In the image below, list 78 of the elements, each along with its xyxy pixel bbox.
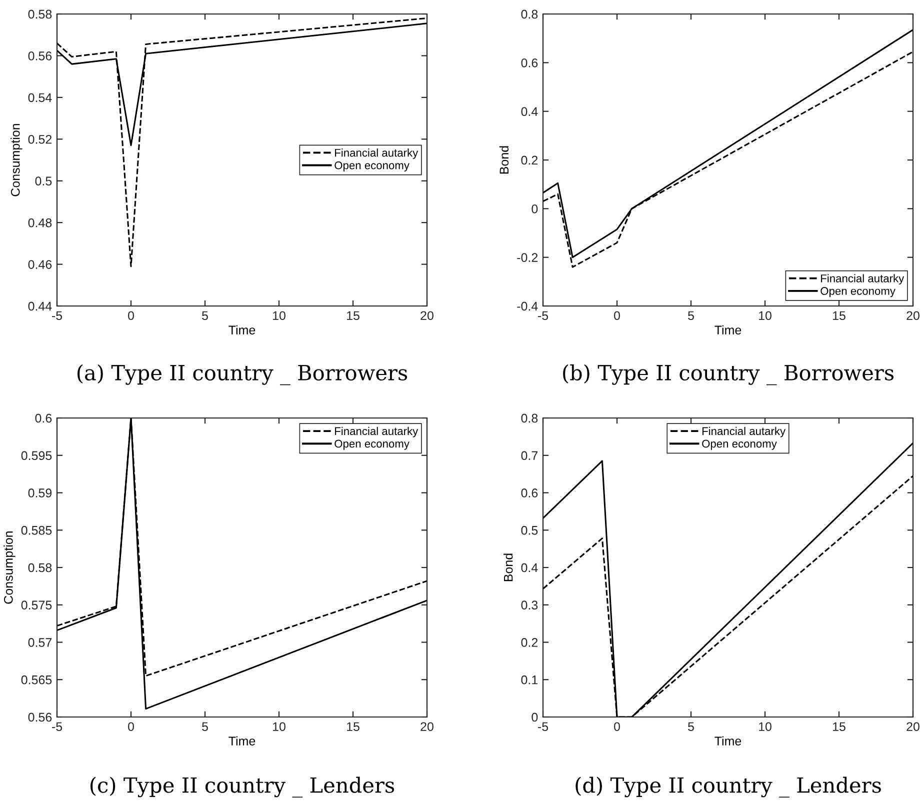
y-tick-label: 0.6 bbox=[521, 58, 538, 68]
x-tick-label: -5 bbox=[538, 311, 548, 320]
y-tick-label: 0.48 bbox=[28, 218, 52, 228]
y-tick-label: 0.44 bbox=[28, 302, 52, 311]
y-tick-label: 0.2 bbox=[521, 638, 538, 647]
y-tick-label: 0.595 bbox=[21, 451, 52, 460]
y-tick-label: 0.6 bbox=[35, 414, 52, 423]
x-tick-label: 15 bbox=[833, 311, 846, 320]
x-axis-title: Time bbox=[714, 736, 742, 746]
text: (d) Type II country _ Lenders bbox=[576, 776, 881, 798]
x-tick-label: -5 bbox=[52, 311, 62, 320]
y-tick-label: 0.52 bbox=[28, 134, 52, 144]
x-tick-label: 20 bbox=[906, 311, 920, 320]
x-tick-label: 10 bbox=[759, 722, 772, 732]
text: (a) Type II country _ Borrowers bbox=[78, 364, 408, 386]
y-tick-label: 0.46 bbox=[28, 260, 52, 269]
legend-label: Financial autarky bbox=[821, 274, 904, 285]
x-tick-label: 0 bbox=[128, 311, 134, 320]
x-tick-label: 0 bbox=[614, 722, 620, 732]
y-tick-label: 0.4 bbox=[521, 107, 538, 116]
legend-label: Open economy bbox=[334, 440, 410, 450]
x-tick-label: 15 bbox=[833, 722, 846, 732]
legend-label: Open economy bbox=[334, 161, 410, 172]
y-tick-label: 0.575 bbox=[21, 600, 52, 610]
y-axis-title: Consumption bbox=[10, 124, 22, 196]
y-tick-label: 0.4 bbox=[521, 563, 538, 572]
y-tick-label: 0.59 bbox=[28, 488, 52, 498]
x-tick-label: 20 bbox=[420, 311, 434, 320]
y-tick-label: 0.1 bbox=[521, 675, 538, 684]
y-tick-label: 0.2 bbox=[521, 156, 538, 165]
y-tick-label: 0.56 bbox=[28, 52, 52, 60]
y-tick-label: 0.565 bbox=[21, 675, 52, 684]
x-tick-label: 5 bbox=[688, 311, 694, 320]
x-tick-label: 5 bbox=[202, 311, 208, 320]
y-tick-label: 0.56 bbox=[28, 712, 52, 722]
text: (b) Type II country _ Borrowers bbox=[563, 364, 894, 386]
y-tick-label: 0.5 bbox=[35, 176, 52, 186]
x-axis-title: Time bbox=[228, 736, 256, 746]
legend-label: Financial autarky bbox=[335, 426, 418, 438]
y-tick-label: 0.8 bbox=[521, 10, 538, 19]
y-tick-label: 0.3 bbox=[521, 600, 538, 610]
x-tick-label: 20 bbox=[906, 722, 920, 732]
y-tick-label: 0.585 bbox=[21, 526, 52, 535]
legend-label: Open economy bbox=[820, 287, 896, 298]
legend-label: Financial autarky bbox=[335, 148, 418, 159]
line-series bbox=[57, 17, 427, 268]
x-tick-label: 0 bbox=[128, 722, 134, 732]
y-tick-label: 0.57 bbox=[28, 638, 52, 647]
y-tick-label: 0.58 bbox=[28, 563, 52, 572]
x-tick-label: 5 bbox=[688, 722, 694, 732]
y-tick-label: -0.4 bbox=[517, 302, 538, 311]
x-tick-label: 0 bbox=[614, 311, 620, 320]
y-tick-label: 0.58 bbox=[28, 10, 52, 19]
y-tick-label: 0.7 bbox=[521, 451, 538, 460]
y-tick-label: 0.54 bbox=[28, 93, 52, 102]
legend-label: Financial autarky bbox=[702, 426, 786, 438]
y-tick-label: -0.2 bbox=[517, 253, 538, 262]
x-tick-label: 10 bbox=[273, 722, 286, 732]
x-tick-label: 15 bbox=[347, 311, 360, 320]
x-tick-label: -5 bbox=[52, 722, 62, 732]
y-tick-label: 0.6 bbox=[521, 488, 538, 498]
x-tick-label: -5 bbox=[538, 722, 548, 732]
text: (c) Type II country _ Lenders bbox=[90, 776, 394, 798]
x-axis-title: Time bbox=[714, 325, 742, 334]
y-tick-label: 0.5 bbox=[521, 526, 538, 535]
y-tick-label: 0.8 bbox=[521, 414, 538, 423]
legend-label: Open economy bbox=[702, 440, 777, 450]
x-tick-label: 15 bbox=[347, 722, 360, 732]
y-tick-label: 0 bbox=[532, 204, 538, 214]
x-tick-label: 10 bbox=[759, 311, 772, 320]
y-axis-title: Consumption bbox=[4, 531, 16, 604]
x-axis-title: Time bbox=[228, 325, 256, 334]
y-axis-title: Bond bbox=[499, 146, 509, 174]
y-axis-title: Bond bbox=[504, 554, 513, 582]
x-tick-label: 20 bbox=[420, 722, 434, 732]
x-tick-label: 5 bbox=[202, 722, 208, 732]
x-tick-label: 10 bbox=[273, 311, 286, 320]
y-tick-label: 0 bbox=[532, 712, 538, 722]
